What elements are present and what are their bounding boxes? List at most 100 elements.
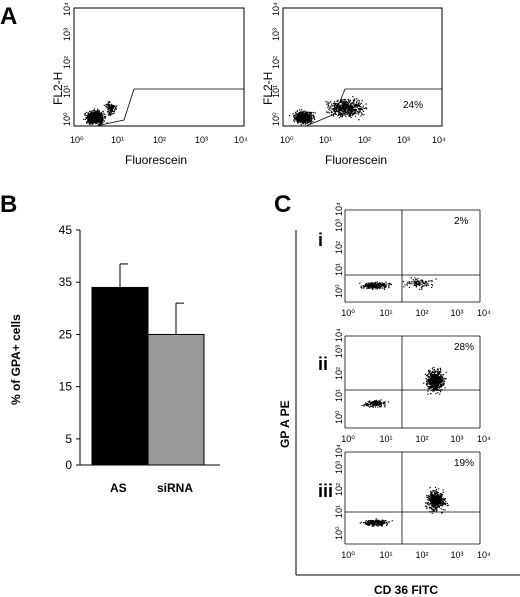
scatter-point bbox=[94, 119, 96, 121]
scatter-point bbox=[342, 110, 344, 112]
subplot-label: ii bbox=[318, 354, 328, 374]
scatter-point bbox=[337, 103, 339, 105]
plot-frame bbox=[73, 7, 245, 127]
scatter-point bbox=[434, 378, 436, 380]
scatter-point bbox=[100, 123, 102, 125]
scatter-point bbox=[356, 106, 358, 109]
scatter-point bbox=[365, 520, 367, 522]
scatter-point bbox=[432, 379, 434, 381]
scatter-point bbox=[410, 277, 412, 279]
scatter-point bbox=[99, 119, 101, 121]
scatter-point bbox=[97, 113, 99, 115]
scatter-point bbox=[303, 121, 305, 123]
scatter-point bbox=[363, 522, 365, 524]
scatter-point bbox=[375, 283, 377, 285]
scatter-point bbox=[305, 114, 307, 117]
scatter-point bbox=[425, 282, 427, 284]
scatter-point bbox=[358, 100, 360, 102]
scatter-point bbox=[100, 122, 102, 124]
scatter-point bbox=[306, 117, 308, 119]
scatter-point bbox=[327, 103, 329, 105]
scatter-point bbox=[340, 112, 342, 114]
scatter-point bbox=[353, 112, 355, 115]
scatter-point bbox=[379, 401, 381, 403]
scatter-point bbox=[308, 119, 310, 121]
scatter-point bbox=[439, 498, 441, 500]
scatter-point bbox=[437, 501, 439, 503]
scatter-point bbox=[346, 106, 348, 108]
scatter-point bbox=[368, 524, 370, 526]
scatter-point bbox=[376, 521, 378, 524]
scatter-point bbox=[436, 502, 438, 504]
scatter-point bbox=[408, 286, 410, 288]
scatter-point bbox=[355, 113, 357, 115]
x-tick-label: 10⁴ bbox=[432, 135, 446, 145]
scatter-point bbox=[303, 118, 305, 120]
scatter-point bbox=[434, 496, 436, 498]
y-tick-label: 10¹ bbox=[334, 505, 344, 518]
scatter-point bbox=[431, 367, 434, 369]
scatter-point bbox=[103, 112, 105, 115]
scatter-point bbox=[430, 507, 433, 509]
scatter-point bbox=[380, 285, 383, 287]
panel-label-a: A bbox=[0, 3, 17, 30]
y-tick-label: 10⁰ bbox=[62, 112, 72, 126]
scatter-point bbox=[378, 522, 380, 524]
scatter-point bbox=[345, 111, 347, 113]
scatter-point bbox=[301, 121, 303, 123]
scatter-point bbox=[432, 284, 434, 286]
scatter-point bbox=[437, 379, 439, 381]
y-tick-label: 10⁰ bbox=[334, 284, 344, 298]
scatter-point bbox=[434, 497, 436, 499]
scatter-point bbox=[346, 111, 348, 113]
scatter-point bbox=[308, 118, 310, 120]
scatter-point bbox=[109, 114, 112, 116]
scatter-point bbox=[333, 109, 336, 111]
scatter-point bbox=[89, 121, 92, 123]
y-tick-label: 35 bbox=[59, 275, 73, 289]
scatter-point bbox=[109, 111, 111, 113]
scatter-point bbox=[442, 489, 444, 491]
scatter-point bbox=[90, 119, 92, 121]
scatter-point bbox=[432, 496, 434, 499]
scatter-point bbox=[101, 114, 103, 116]
scatter-point bbox=[437, 370, 440, 372]
scatter-point bbox=[371, 287, 373, 289]
scatter-point bbox=[339, 104, 341, 106]
scatter-point bbox=[83, 113, 86, 115]
scatter-point bbox=[447, 504, 449, 506]
scatter-point bbox=[366, 108, 368, 110]
upper-right-percentage: 2% bbox=[454, 216, 469, 227]
scatter-point bbox=[429, 495, 431, 497]
y-tick-label: 10² bbox=[62, 56, 72, 69]
scatter-point bbox=[110, 108, 113, 110]
scatter-point bbox=[353, 100, 355, 102]
scatter-point bbox=[415, 286, 417, 288]
scatter-point bbox=[369, 285, 371, 287]
scatter-point bbox=[348, 115, 350, 117]
scatter-point bbox=[362, 285, 364, 287]
scatter-point bbox=[379, 282, 382, 284]
scatter-point bbox=[434, 493, 436, 495]
scatter-point bbox=[310, 115, 312, 117]
scatter-point bbox=[438, 371, 440, 373]
scatter-point bbox=[98, 116, 100, 118]
scatter-point bbox=[87, 119, 89, 121]
scatter-point bbox=[390, 283, 392, 285]
scatter-point bbox=[439, 376, 441, 378]
scatter-point bbox=[430, 374, 432, 377]
scatter-point bbox=[429, 280, 431, 282]
scatter-point bbox=[350, 116, 352, 119]
scatter-point bbox=[343, 102, 345, 104]
scatter-point bbox=[433, 498, 435, 501]
scatter-point bbox=[427, 385, 429, 387]
scatter-point bbox=[365, 404, 367, 406]
scatter-point bbox=[301, 114, 303, 116]
scatter-point bbox=[384, 401, 386, 403]
scatter-point bbox=[300, 111, 302, 113]
scatter-point bbox=[412, 282, 414, 285]
scatter-point bbox=[377, 400, 379, 402]
y-tick-label: 10³ bbox=[62, 28, 72, 41]
scatter-point bbox=[445, 501, 447, 503]
scatter-point bbox=[438, 500, 440, 503]
